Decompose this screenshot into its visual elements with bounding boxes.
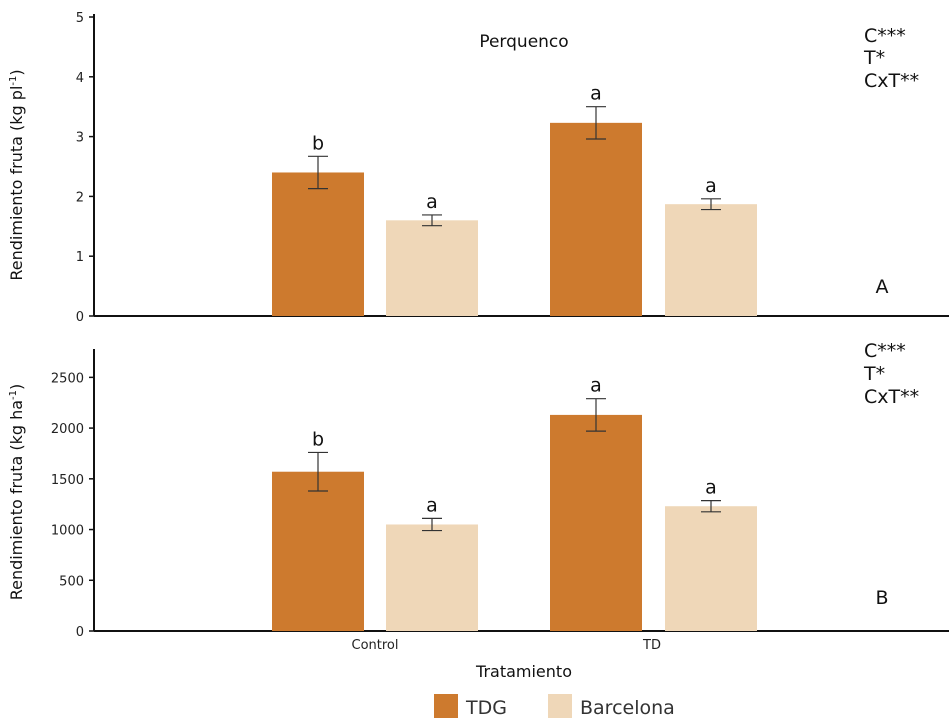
panel-b-bar-barcelona-control: [386, 524, 478, 631]
panel-b-y-tick-label: 1500: [51, 473, 84, 488]
panel-a-significance-letter: b: [312, 132, 324, 154]
x-axis-title: Tratamiento: [475, 662, 572, 681]
panel-b-label: B: [875, 587, 888, 609]
panel-a-y-tick-label: 0: [76, 310, 84, 325]
panel-a-bar-tdg-td: [550, 122, 642, 316]
panel-a-y-tick-label: 3: [76, 131, 84, 146]
plot-layer: 0 1 2 3 4 5 b a a a 0 500 1000 1500 2000 2500 b a a a: [51, 11, 949, 640]
panel-a-bar-barcelona-control: [386, 220, 478, 316]
panel-a-significance-cxt: CxT**: [864, 70, 919, 92]
panel-b-significance-t: T*: [863, 363, 885, 385]
panel-a-label: A: [876, 276, 889, 298]
legend-swatch-barcelona: [548, 694, 572, 718]
legend-label-barcelona: Barcelona: [580, 697, 675, 719]
panel-b-significance-letter: b: [312, 428, 324, 450]
panel-b-significance-cxt: CxT**: [864, 386, 919, 408]
panel-a-y-tick-label: 2: [76, 190, 84, 205]
panel-a-title: Perquenco: [479, 32, 568, 52]
panel-a-y-tick-label: 1: [76, 250, 84, 265]
legend-swatch-tdg: [434, 694, 458, 718]
panel-b-bar-tdg-td: [550, 414, 642, 631]
panel-a-significance-c: C***: [864, 25, 906, 47]
x-tick-label-control: Control: [352, 638, 399, 653]
panel-b-significance-letter: a: [705, 477, 717, 499]
panel-a-significance-t: T*: [863, 47, 885, 69]
panel-b-significance-letter: a: [590, 375, 602, 397]
panel-b-significance-letter: a: [426, 494, 438, 516]
panel-a-y-axis-title: Rendimiento fruta (kg pl-1): [7, 69, 26, 280]
panel-b-significance-c: C***: [864, 340, 906, 362]
panel-b-y-tick-label: 0: [76, 625, 84, 640]
panel-b-bar-tdg-control: [272, 471, 364, 631]
panel-a-significance-letter: a: [426, 191, 438, 213]
panel-b-bar-barcelona-td: [665, 506, 757, 631]
panel-a-y-tick-label: 5: [76, 11, 84, 26]
legend-label-tdg: TDG: [465, 697, 507, 719]
panel-a-y-tick-label: 4: [76, 71, 84, 86]
panel-a-significance-letter: a: [590, 83, 602, 105]
panel-b-y-tick-label: 2000: [51, 422, 84, 437]
panel-b-y-axis-title: Rendimiento fruta (kg ha-1): [7, 384, 26, 601]
panel-b-y-tick-label: 2500: [51, 371, 84, 386]
x-tick-label-td: TD: [642, 638, 661, 653]
panel-a-bar-tdg-control: [272, 172, 364, 316]
panel-b-y-tick-label: 1000: [51, 524, 84, 539]
panel-a-significance-letter: a: [705, 175, 717, 197]
panel-b-y-tick-label: 500: [59, 574, 84, 589]
panel-a-bar-barcelona-td: [665, 204, 757, 316]
